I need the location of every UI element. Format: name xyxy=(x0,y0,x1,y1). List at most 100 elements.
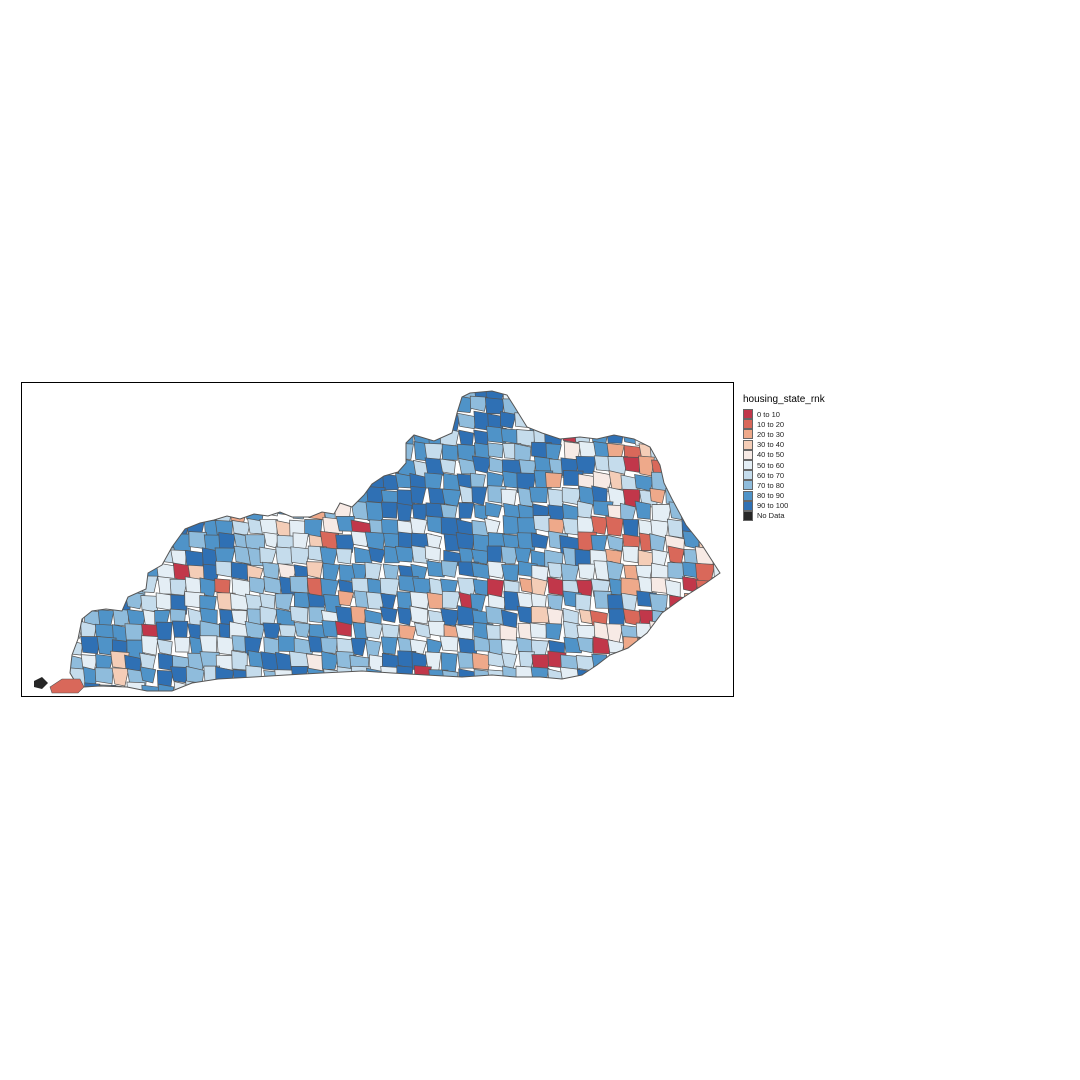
map-panel xyxy=(21,382,734,697)
map-region xyxy=(487,560,506,579)
map-region xyxy=(439,635,459,652)
map-region xyxy=(141,635,159,656)
map-region xyxy=(141,684,163,691)
map-region xyxy=(664,579,681,598)
legend-swatch xyxy=(743,449,753,460)
legend-label: 80 to 90 xyxy=(757,491,785,501)
map-region xyxy=(471,562,491,580)
map-region xyxy=(500,411,517,429)
map-region xyxy=(365,501,383,522)
map-region xyxy=(649,593,668,613)
legend-label: 70 to 80 xyxy=(757,480,785,490)
legend-swatch xyxy=(743,429,753,440)
legend-label: 10 to 20 xyxy=(757,419,785,429)
map-region xyxy=(350,530,370,548)
map-region xyxy=(649,487,666,504)
map-region xyxy=(231,650,248,671)
legend-swatch xyxy=(743,500,753,511)
map-region xyxy=(274,593,294,611)
map-region xyxy=(545,623,563,641)
legend-item: 70 to 80 xyxy=(743,480,825,491)
map-region xyxy=(275,546,296,565)
map-region xyxy=(441,590,461,609)
map-region xyxy=(139,666,157,684)
legend-swatch xyxy=(743,480,753,491)
map-region xyxy=(455,531,475,550)
legend-label: 40 to 50 xyxy=(757,450,785,460)
map-region xyxy=(231,519,251,536)
map-region xyxy=(350,605,367,625)
legend-swatch xyxy=(743,460,753,471)
map-region xyxy=(111,667,130,687)
map-region xyxy=(440,652,458,673)
map-region xyxy=(485,501,503,518)
map-region xyxy=(590,515,609,535)
legend-swatch xyxy=(743,470,753,481)
map-region xyxy=(292,532,309,550)
legend-label: 20 to 30 xyxy=(757,429,785,439)
map-region xyxy=(80,636,101,655)
legend-item: 20 to 30 xyxy=(743,429,825,440)
map-region xyxy=(576,637,594,654)
legend-swatch xyxy=(743,419,753,430)
legend-swatch xyxy=(743,510,753,521)
legend-label: 90 to 100 xyxy=(757,501,789,511)
legend-items: 0 to 10 10 to 20 20 to 30 30 to 40 40 to 50 5… xyxy=(743,409,825,521)
legend-item: 0 to 10 xyxy=(743,409,825,420)
map-region xyxy=(379,577,400,597)
map-region xyxy=(533,515,551,533)
map-region xyxy=(321,650,340,670)
map-region xyxy=(500,546,519,565)
legend-label: 30 to 40 xyxy=(757,440,785,450)
map-region xyxy=(289,576,308,594)
map-region xyxy=(608,470,625,490)
map-region xyxy=(293,592,310,609)
map-region xyxy=(364,561,382,580)
map-region xyxy=(530,532,549,549)
map-region xyxy=(320,637,339,654)
map-region xyxy=(409,591,430,610)
map-region xyxy=(514,547,532,564)
legend-label: 50 to 60 xyxy=(757,460,785,470)
legend-item: 50 to 60 xyxy=(743,460,825,471)
legend-label: 0 to 10 xyxy=(757,409,780,419)
legend-item: 10 to 20 xyxy=(743,419,825,430)
map-region xyxy=(472,578,490,597)
map-region xyxy=(529,486,549,504)
map-region xyxy=(397,607,414,626)
map-region xyxy=(530,606,552,624)
map-region xyxy=(262,622,282,639)
map-region xyxy=(320,578,339,597)
map-region xyxy=(379,606,398,623)
map-region xyxy=(486,545,503,564)
map-region xyxy=(458,502,475,519)
map-region xyxy=(469,395,488,412)
map-region xyxy=(380,501,398,519)
map-region xyxy=(439,458,456,475)
map-region xyxy=(188,531,207,550)
legend-swatch xyxy=(743,439,753,450)
map-region xyxy=(441,444,459,461)
map-region xyxy=(396,502,413,522)
map-region xyxy=(214,578,231,595)
map-region xyxy=(426,592,445,610)
map-region xyxy=(157,683,175,691)
map-region xyxy=(547,562,565,579)
map-region xyxy=(277,635,296,652)
choropleth-map xyxy=(22,383,733,696)
legend-swatch xyxy=(743,409,753,420)
map-region xyxy=(334,620,352,637)
map-region xyxy=(575,593,592,612)
legend-label: 60 to 70 xyxy=(757,470,785,480)
map-region xyxy=(413,622,431,639)
map-region xyxy=(545,472,563,488)
legend-item: 30 to 40 xyxy=(743,439,825,450)
map-region xyxy=(335,548,353,565)
map-region xyxy=(529,622,548,639)
map-region xyxy=(174,636,191,653)
map-region xyxy=(350,637,367,657)
map-region xyxy=(262,561,280,580)
map-region xyxy=(337,590,355,607)
legend-label: No Data xyxy=(757,511,785,521)
map-region xyxy=(368,546,386,564)
